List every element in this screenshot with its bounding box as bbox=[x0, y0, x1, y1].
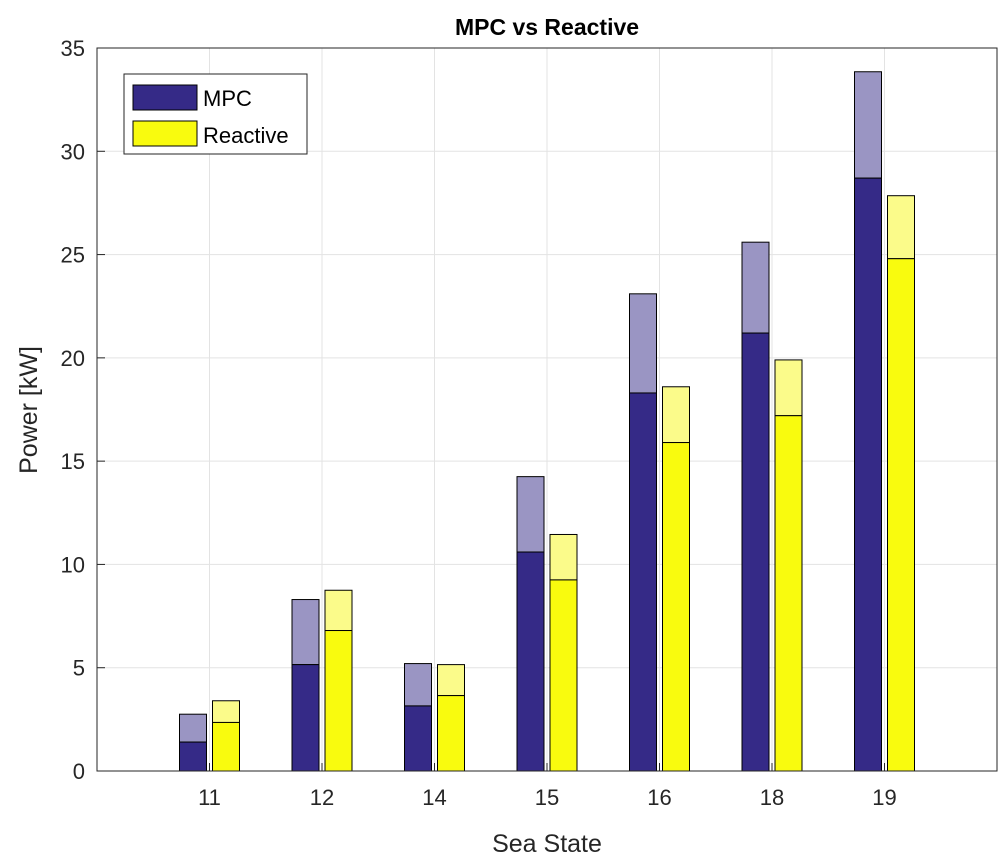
bars bbox=[179, 71, 915, 772]
y-tick-label: 15 bbox=[61, 449, 85, 474]
bar-mpc bbox=[629, 392, 657, 772]
bar-upper-mpc bbox=[404, 663, 432, 707]
bar-upper-reactive bbox=[212, 700, 240, 723]
y-tick-label: 5 bbox=[73, 656, 85, 681]
legend-label-mpc: MPC bbox=[203, 86, 252, 111]
bar-mpc bbox=[741, 332, 770, 772]
bar-mpc bbox=[516, 551, 545, 772]
legend-label-reactive: Reactive bbox=[203, 123, 289, 148]
bar-upper-reactive bbox=[549, 533, 578, 581]
bar-upper-mpc bbox=[741, 241, 770, 334]
bar-reactive bbox=[887, 258, 915, 772]
x-tick-label: 18 bbox=[760, 785, 784, 810]
y-tick-label: 25 bbox=[61, 243, 85, 268]
grid bbox=[97, 47, 997, 772]
y-tick-labels: 0 5 10 15 20 25 30 35 bbox=[61, 36, 85, 784]
x-tick-labels: 11 12 14 15 16 18 19 bbox=[198, 785, 897, 810]
bar-mpc bbox=[179, 741, 207, 772]
axes-box bbox=[96, 47, 998, 772]
bar-upper-mpc bbox=[179, 713, 207, 743]
y-tick-label: 10 bbox=[61, 552, 85, 577]
x-axis-label: Sea State bbox=[492, 830, 602, 856]
x-tick-label: 19 bbox=[872, 785, 896, 810]
y-axis-label: Power [kW] bbox=[15, 346, 43, 474]
y-tick-label: 20 bbox=[61, 346, 85, 371]
y-tick-label: 35 bbox=[61, 36, 85, 61]
bar-upper-reactive bbox=[887, 195, 915, 260]
x-tick-label: 15 bbox=[535, 785, 559, 810]
bar-upper-reactive bbox=[437, 664, 465, 697]
x-tick-label: 11 bbox=[198, 785, 221, 810]
bar-reactive bbox=[212, 721, 240, 772]
x-tick-label: 16 bbox=[647, 785, 671, 810]
bar-upper-mpc bbox=[291, 599, 320, 666]
bar-mpc bbox=[854, 177, 882, 772]
y-tick-label: 30 bbox=[61, 139, 85, 164]
bar-reactive bbox=[324, 630, 353, 772]
chart-title: MPC vs Reactive bbox=[455, 14, 639, 40]
bar-reactive bbox=[437, 695, 465, 772]
legend-swatch-mpc bbox=[132, 84, 198, 111]
bar-upper-mpc bbox=[629, 293, 657, 394]
bar-upper-mpc bbox=[854, 71, 882, 179]
bar-mpc bbox=[291, 664, 320, 772]
legend: MPC Reactive bbox=[123, 73, 308, 155]
bar-upper-reactive bbox=[774, 359, 803, 417]
bar-reactive bbox=[774, 415, 803, 772]
bar-reactive bbox=[549, 579, 578, 772]
x-tick-label: 12 bbox=[310, 785, 334, 810]
y-tick-label: 0 bbox=[73, 759, 85, 784]
bar-upper-reactive bbox=[662, 386, 690, 444]
x-tick-label: 14 bbox=[422, 785, 446, 810]
bar-mpc bbox=[404, 705, 432, 772]
bar-reactive bbox=[662, 442, 690, 772]
legend-swatch-reactive bbox=[132, 120, 198, 147]
bar-upper-mpc bbox=[516, 476, 545, 553]
bar-upper-reactive bbox=[324, 589, 353, 632]
